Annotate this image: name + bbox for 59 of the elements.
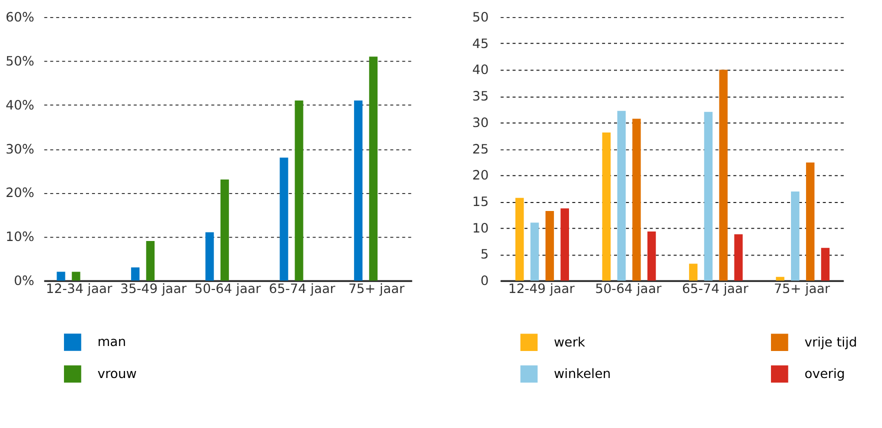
bar	[821, 248, 830, 281]
legend-label: vrije tijd	[804, 335, 858, 350]
bar	[131, 267, 140, 281]
y-tick-label: 5	[480, 248, 489, 263]
x-tick-label: 75+ jaar	[774, 282, 831, 297]
x-tick-label: 65-74 jaar	[682, 282, 749, 297]
legend-label: vrouw	[97, 367, 138, 382]
bar	[632, 118, 641, 281]
bar	[530, 222, 539, 281]
y-tick-label: 10%	[6, 230, 34, 246]
y-tick-label: 40	[472, 63, 489, 78]
y-tick-label: 20%	[6, 186, 34, 202]
legend-label: winkelen	[554, 367, 611, 382]
y-tick-label: 50%	[6, 54, 34, 70]
legend-label: overig	[804, 367, 845, 382]
bar	[545, 211, 554, 281]
x-tick-label: 50-64 jaar	[194, 282, 262, 297]
y-tick-label: 45	[472, 36, 489, 52]
y-tick-label: 35	[472, 90, 489, 105]
bar	[560, 208, 569, 281]
y-tick-label: 60%	[6, 10, 34, 26]
bar	[647, 232, 656, 281]
bar	[689, 264, 698, 281]
bar	[354, 100, 362, 281]
bar	[72, 272, 80, 281]
bar	[704, 112, 713, 281]
y-tick-label: 30	[472, 116, 489, 131]
legend-label: werk	[554, 335, 586, 350]
bar	[617, 110, 626, 281]
x-tick-label: 12-34 jaar	[46, 282, 113, 297]
legend-label: man	[97, 335, 126, 350]
y-tick-label: 10	[472, 221, 489, 236]
x-tick-label: 50-64 jaar	[595, 282, 662, 297]
bar	[719, 70, 728, 281]
bar	[220, 180, 229, 281]
y-tick-label: 15	[472, 194, 489, 210]
y-tick-label: 0%	[14, 274, 34, 290]
bar	[776, 276, 784, 281]
bar	[515, 198, 524, 281]
bar	[602, 132, 611, 281]
y-tick-label: 0	[480, 274, 489, 290]
x-tick-label: 75+ jaar	[348, 282, 406, 297]
bar	[369, 56, 378, 281]
bar	[56, 272, 66, 281]
bar	[790, 192, 800, 281]
x-tick-label: 12-49 jaar	[508, 282, 576, 297]
x-tick-label: 35-49 jaar	[120, 282, 188, 297]
y-tick-label: 25	[472, 142, 489, 158]
y-tick-label: 30%	[6, 142, 34, 158]
x-tick-label: 65-74 jaar	[268, 282, 336, 297]
bar	[205, 232, 214, 281]
bar	[294, 100, 304, 281]
bar	[280, 158, 288, 281]
y-tick-label: 50	[472, 10, 489, 26]
y-tick-label: 40%	[6, 98, 34, 114]
bar	[146, 241, 155, 281]
y-tick-label: 20	[472, 168, 489, 184]
bar	[734, 234, 743, 281]
bar	[806, 162, 814, 281]
